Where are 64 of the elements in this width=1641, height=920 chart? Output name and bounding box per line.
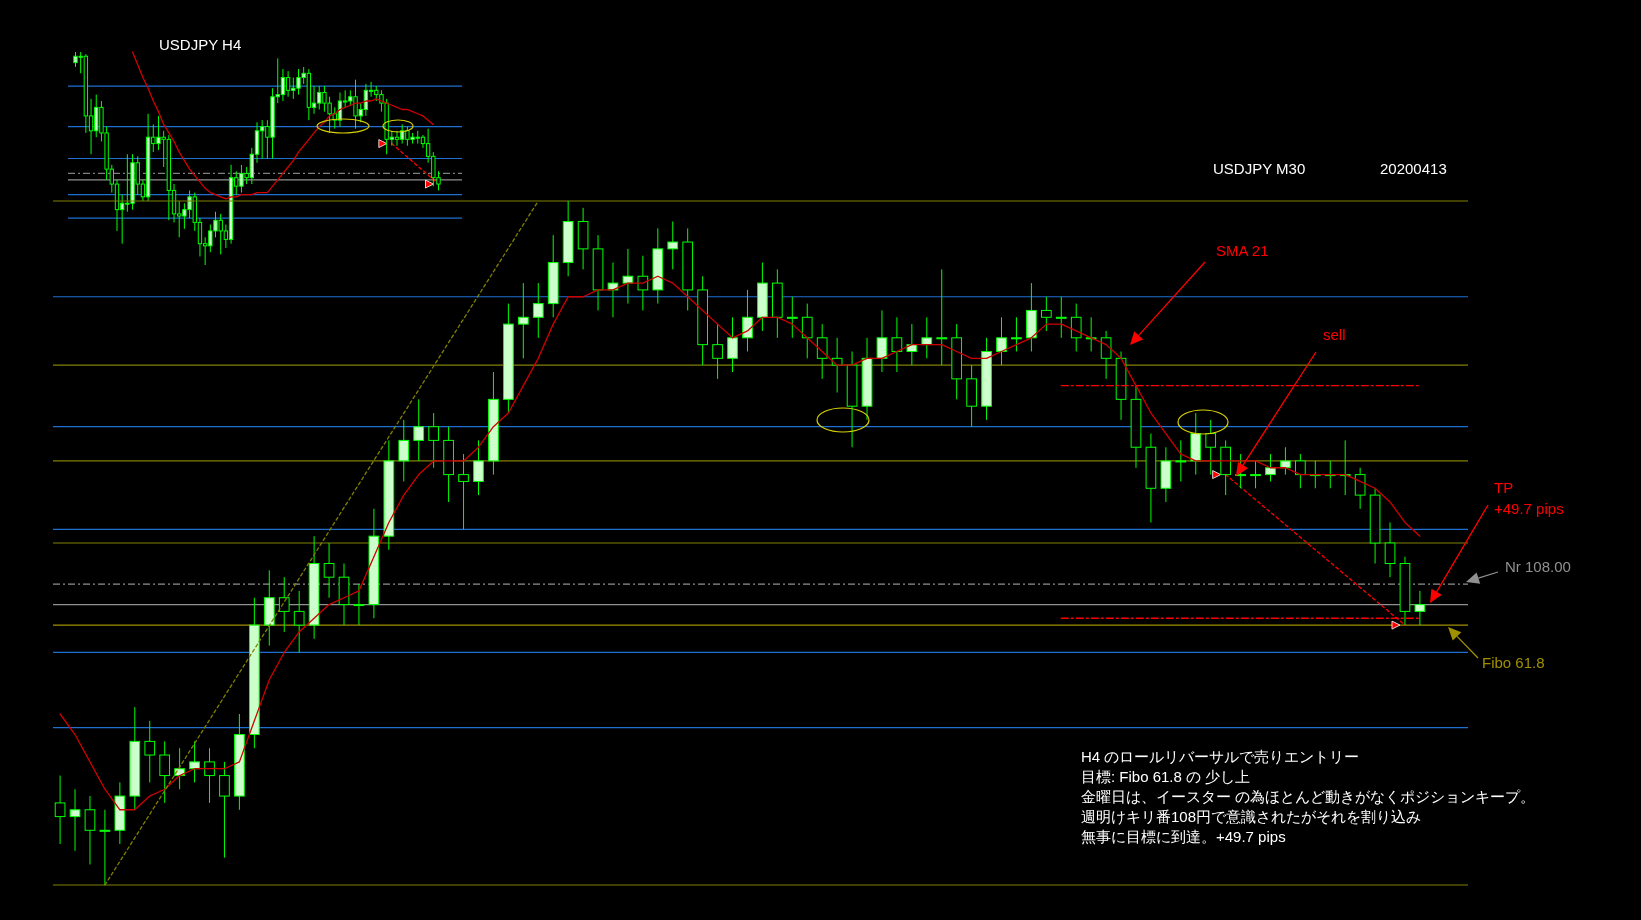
annotation: 金曜日は、イースター の為ほとんど動きがなくポジションキープ。 bbox=[1081, 788, 1536, 805]
candlestick bbox=[517, 282, 529, 359]
candlestick bbox=[323, 542, 335, 599]
candlestick bbox=[637, 255, 649, 311]
chart-title: USDJPY H4 bbox=[159, 36, 242, 53]
annotation: 目標: Fibo 61.8 の 少し上 bbox=[1081, 768, 1251, 785]
candlestick bbox=[1354, 467, 1366, 510]
candlestick bbox=[667, 221, 679, 270]
candlestick bbox=[1265, 453, 1276, 482]
candlestick bbox=[204, 747, 215, 804]
text: TP bbox=[1494, 479, 1514, 496]
annotation: 週明けキリ番108円で意識されたがそれを割り込み bbox=[1081, 808, 1422, 825]
candlestick bbox=[1414, 590, 1426, 626]
candlestick bbox=[921, 316, 933, 359]
legend-label: Nr 108.00 bbox=[1505, 558, 1571, 575]
candlestick bbox=[1175, 439, 1187, 482]
candlestick bbox=[1384, 521, 1396, 578]
candlestick bbox=[532, 282, 544, 339]
candlestick bbox=[293, 590, 305, 653]
candlestick bbox=[189, 740, 200, 783]
annotation: sell bbox=[1323, 326, 1346, 343]
candlestick bbox=[159, 740, 171, 804]
candlestick bbox=[607, 262, 619, 318]
candlestick bbox=[1070, 303, 1082, 352]
candlestick bbox=[801, 303, 813, 359]
candlestick bbox=[219, 761, 230, 859]
candlestick bbox=[54, 775, 66, 845]
candlestick bbox=[906, 323, 918, 366]
candlestick bbox=[278, 576, 290, 633]
candlestick bbox=[622, 248, 634, 305]
candlestick bbox=[816, 323, 828, 380]
candlestick bbox=[1295, 453, 1306, 489]
candlestick bbox=[99, 809, 111, 886]
candlestick bbox=[353, 583, 365, 626]
candlestick bbox=[84, 795, 96, 865]
candlestick bbox=[876, 309, 888, 373]
candlestick bbox=[1250, 460, 1261, 489]
candlestick bbox=[786, 296, 798, 339]
candlestick bbox=[1011, 316, 1022, 352]
chart-subtitle: 20200413 bbox=[1380, 160, 1447, 177]
candlestick bbox=[727, 316, 738, 373]
candlestick bbox=[473, 439, 484, 496]
candlestick bbox=[1040, 296, 1052, 332]
candlestick bbox=[712, 323, 723, 380]
candlestick bbox=[1055, 296, 1067, 339]
candlestick bbox=[69, 788, 81, 852]
candlestick bbox=[1280, 446, 1291, 476]
candlestick bbox=[891, 316, 903, 373]
ref-line-label: Fibo 61.8 bbox=[1482, 654, 1545, 671]
candlestick bbox=[936, 268, 948, 366]
annotation: H4 のロールリバーサルで売りエントリー bbox=[1081, 748, 1360, 765]
candlestick bbox=[428, 412, 440, 469]
candlestick bbox=[458, 453, 469, 530]
candlestick bbox=[742, 289, 753, 352]
candlestick bbox=[996, 316, 1007, 366]
candlestick bbox=[144, 720, 156, 783]
text: +49.7 pips bbox=[1494, 500, 1564, 517]
text: SMA 21 bbox=[1216, 242, 1269, 259]
chart-title: USDJPY M30 bbox=[1213, 160, 1306, 177]
candlestick bbox=[1100, 330, 1112, 380]
candlestick bbox=[413, 398, 425, 462]
annotation: 無事に目標に到達。+49.7 pips bbox=[1081, 828, 1286, 845]
candlestick bbox=[398, 419, 410, 482]
candlestick bbox=[1235, 453, 1246, 489]
